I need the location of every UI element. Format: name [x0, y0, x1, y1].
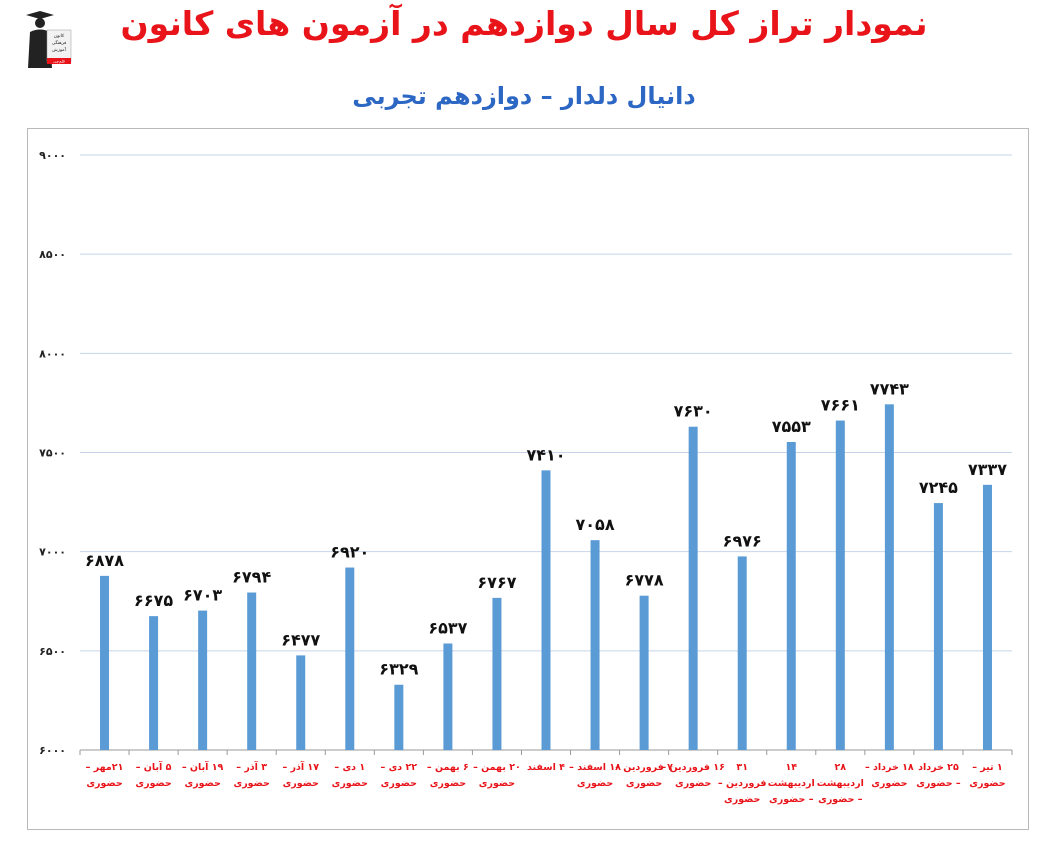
bar	[786, 441, 796, 750]
chart-frame	[27, 128, 1029, 830]
category-label: ۱۶ فروردین – حضوری	[661, 762, 724, 789]
bar	[835, 420, 845, 750]
y-tick-label: ۷۵۰۰	[39, 447, 66, 460]
bar	[884, 404, 894, 750]
y-tick-label: ۹۰۰۰	[39, 149, 66, 162]
data-label: ۶۹۲۰	[330, 543, 369, 562]
category-label: ۷ فروردین – حضوری	[615, 762, 673, 789]
data-label: ۶۸۷۸	[85, 551, 124, 570]
category-label: ۲۸ اردیبهشت – حضوری	[817, 762, 864, 805]
category-label: ۳ آذر – حضوری	[234, 760, 270, 789]
graduate-icon	[26, 11, 54, 68]
logo-line: قلم‌چی	[53, 59, 65, 64]
data-label: ۷۰۵۸	[576, 515, 615, 534]
category-label: ۱۸ خرداد – حضوری	[865, 762, 914, 789]
category-label: ۲۲ دی – حضوری	[381, 762, 418, 789]
chart-title: نمودار تراز کل سال دوازدهم در آزمون های …	[120, 4, 928, 43]
bar	[149, 616, 159, 750]
data-label: ۶۵۳۷	[428, 618, 467, 637]
category-label: ۲۱مهر – حضوری	[86, 762, 124, 789]
bar	[492, 597, 502, 750]
category-label: ۱۷ آذر – حضوری	[282, 760, 319, 789]
bar	[100, 575, 110, 750]
logo-line: آموزش	[52, 47, 66, 53]
kanoon-logo: کانون فرهنگی آموزش قلم‌چی	[26, 11, 72, 68]
bar	[982, 484, 992, 750]
category-label: ۱۹ آبان – حضوری	[182, 760, 224, 789]
y-tick-label: ۶۵۰۰	[39, 645, 66, 658]
data-label: ۷۶۶۱	[821, 396, 860, 415]
data-label: ۷۷۴۳	[870, 379, 909, 398]
y-tick-label: ۶۰۰۰	[39, 744, 66, 757]
data-label: ۶۴۷۷	[281, 630, 320, 649]
category-label: ۶ بهمن – حضوری	[427, 762, 469, 789]
data-label: ۶۷۹۴	[232, 568, 271, 587]
data-label: ۶۳۲۹	[379, 660, 418, 679]
bar	[198, 610, 208, 750]
data-label: ۶۷۷۸	[625, 571, 664, 590]
bar	[443, 643, 453, 750]
bar	[541, 470, 551, 750]
data-label: ۷۲۴۵	[919, 478, 958, 497]
category-label: ۵ آبان – حضوری	[135, 760, 171, 789]
bar	[688, 426, 698, 750]
data-label: ۷۶۳۰	[674, 402, 713, 421]
bar	[296, 655, 306, 750]
data-label: ۶۷۶۷	[477, 573, 516, 592]
category-label: ۱۸ اسفند – حضوری	[569, 762, 621, 789]
data-label: ۶۶۷۵	[134, 591, 173, 610]
bar	[247, 592, 257, 750]
bar	[590, 540, 600, 750]
bar	[737, 556, 747, 750]
category-label: ۴ اسفند	[527, 762, 565, 773]
bar	[394, 684, 404, 750]
data-label: ۷۵۵۳	[772, 417, 811, 436]
y-tick-label: ۸۰۰۰	[39, 347, 66, 360]
y-tick-label: ۷۰۰۰	[39, 546, 66, 559]
bar	[639, 595, 649, 750]
bar	[345, 567, 355, 750]
logo-line: فرهنگی	[52, 39, 67, 46]
category-label: ۲۰ بهمن – حضوری	[473, 762, 521, 789]
data-label: ۷۴۱۰	[526, 445, 565, 464]
y-tick-label: ۸۵۰۰	[39, 248, 66, 261]
data-label: ۶۷۰۳	[183, 586, 222, 605]
bar	[933, 503, 943, 750]
category-label: ۱ تیر – حضوری	[969, 762, 1005, 789]
data-label: ۷۳۳۷	[968, 460, 1007, 479]
category-label: ۲۵ خرداد – حضوری	[916, 762, 961, 789]
data-label: ۶۹۷۶	[723, 531, 762, 550]
logo-line: کانون	[54, 33, 65, 39]
chart-subtitle: دانیال دلدار – دوازدهم تجربی	[352, 82, 696, 110]
category-label: ۱ دی – حضوری	[332, 762, 368, 789]
category-label: ۳۱ فروردین – حضوری	[718, 762, 767, 805]
category-label: ۱۴ اردیبهشت – حضوری	[768, 762, 815, 805]
